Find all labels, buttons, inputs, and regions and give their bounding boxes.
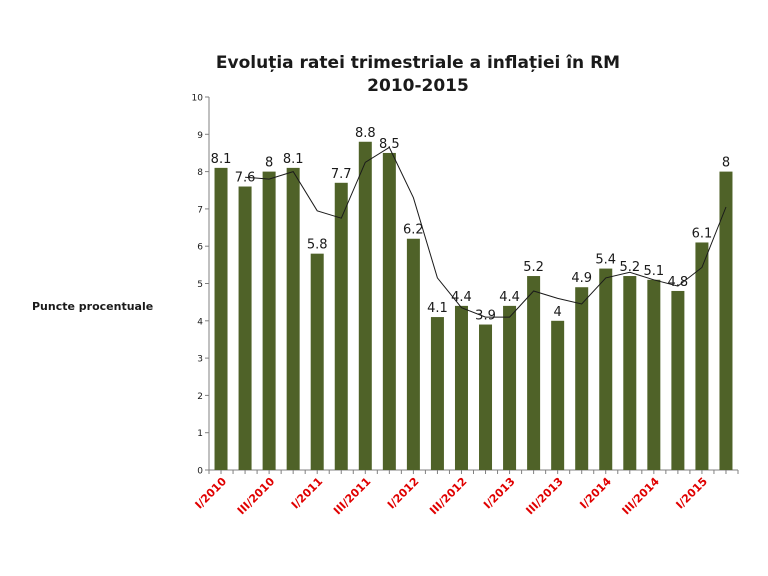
data-label: 4.8	[668, 275, 689, 290]
x-tick-label: I/2011	[289, 475, 326, 512]
y-tick-label: 3	[197, 355, 203, 365]
bar	[430, 317, 444, 470]
y-tick-label: 0	[197, 467, 203, 477]
bar	[382, 152, 396, 470]
data-label: 7.6	[235, 171, 256, 186]
bar	[334, 182, 348, 471]
data-label: 8.1	[211, 152, 232, 167]
x-tick-label: I/2010	[193, 475, 230, 512]
data-label: 8.5	[379, 137, 400, 152]
chart-subtitle: 2010-2015	[367, 76, 469, 96]
bar	[479, 324, 493, 470]
x-tick-label: III/2013	[523, 475, 565, 517]
data-label: 5.2	[619, 260, 640, 275]
x-tick-label: III/2014	[620, 475, 663, 518]
data-label: 8.8	[355, 126, 376, 141]
y-tick-label: 4	[197, 317, 203, 327]
bar	[695, 242, 709, 470]
x-tick-label: I/2012	[385, 475, 422, 512]
y-tick-label: 10	[192, 94, 204, 104]
x-tick-label: III/2012	[427, 475, 469, 517]
y-tick-label: 5	[197, 280, 203, 290]
y-tick-label: 7	[197, 205, 203, 215]
data-label: 8.1	[283, 152, 304, 167]
data-label: 5.8	[307, 238, 328, 253]
x-tick-label: I/2015	[673, 475, 710, 512]
data-label: 6.2	[403, 223, 424, 238]
data-label: 4.1	[427, 301, 448, 316]
trend-line	[245, 146, 727, 318]
y-tick-label: 9	[197, 131, 203, 141]
bar	[214, 167, 228, 470]
bar	[286, 167, 300, 470]
bar	[406, 238, 420, 470]
y-tick-label: 2	[197, 392, 203, 402]
chart-title: Evoluția ratei trimestriale a inflației …	[215, 53, 621, 73]
bar	[647, 279, 661, 470]
x-tick-label: I/2013	[481, 475, 518, 512]
x-tick-label: III/2010	[235, 475, 278, 518]
bar	[238, 186, 252, 470]
x-tick-label: III/2011	[331, 475, 373, 517]
data-label: 5.4	[595, 253, 616, 268]
data-label: 6.1	[692, 226, 713, 241]
data-label: 4	[554, 305, 562, 320]
y-axis-label: Puncte procentuale	[32, 300, 154, 313]
y-tick-label: 8	[197, 168, 203, 178]
bar	[503, 305, 517, 470]
y-tick-label: 1	[197, 429, 203, 439]
bar	[623, 276, 637, 470]
bar	[454, 305, 468, 470]
bar	[551, 320, 565, 470]
bar	[575, 287, 589, 470]
bar	[358, 141, 372, 470]
y-tick-label: 6	[197, 243, 203, 253]
data-label: 4.4	[499, 290, 520, 305]
bar	[310, 253, 324, 470]
bar	[599, 268, 613, 470]
data-label: 4.9	[571, 271, 592, 286]
data-label: 7.7	[331, 167, 352, 182]
data-label: 3.9	[475, 309, 496, 324]
data-label: 8	[722, 156, 730, 171]
bar	[671, 290, 685, 470]
x-tick-label: I/2014	[577, 475, 614, 512]
bar	[262, 171, 276, 470]
data-label: 5.1	[643, 264, 664, 279]
bar	[719, 171, 733, 470]
data-label: 5.2	[523, 260, 544, 275]
data-label: 4.4	[451, 290, 472, 305]
data-label: 8	[265, 156, 273, 171]
bar	[527, 276, 541, 470]
